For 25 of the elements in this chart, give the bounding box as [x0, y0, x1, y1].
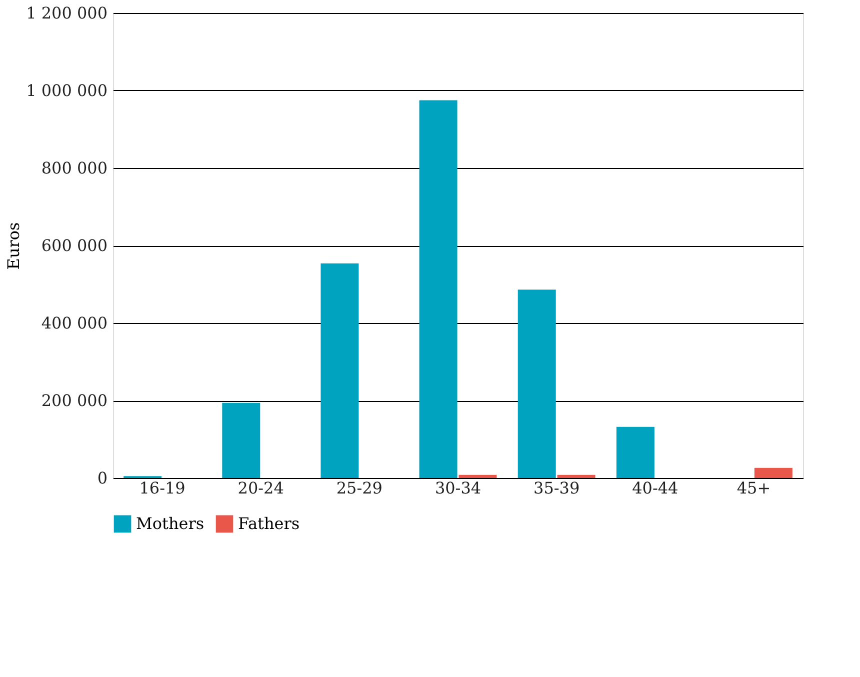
y-tick-label: 200 000 [41, 391, 108, 410]
bar [754, 468, 792, 478]
bar [518, 290, 556, 478]
y-tick-label: 0 [97, 468, 108, 488]
x-tick-label: 45+ [736, 478, 771, 498]
y-tick-label: 600 000 [41, 236, 108, 255]
x-tick-label: 25-29 [336, 478, 382, 498]
x-tick-label: 40-44 [632, 478, 678, 498]
bar [616, 426, 654, 478]
x-tick-label: 16-19 [139, 478, 186, 498]
bar [557, 474, 596, 478]
legend-label: Mothers [136, 514, 204, 533]
bar [320, 263, 359, 478]
bar [458, 474, 497, 478]
bar [419, 100, 458, 478]
bar [222, 402, 260, 478]
x-tick-label: 20-24 [238, 478, 284, 498]
y-axis-title: Euros [4, 222, 24, 270]
legend-label: Fathers [238, 514, 300, 533]
x-tick-label: 30-34 [434, 478, 482, 498]
y-tick-label: 400 000 [41, 314, 108, 332]
y-tick-label: 1 200 000 [26, 4, 108, 22]
x-tick-label: 35-39 [534, 478, 580, 498]
y-tick-label: 1 000 000 [26, 81, 108, 100]
y-tick-label: 800 000 [41, 158, 108, 178]
